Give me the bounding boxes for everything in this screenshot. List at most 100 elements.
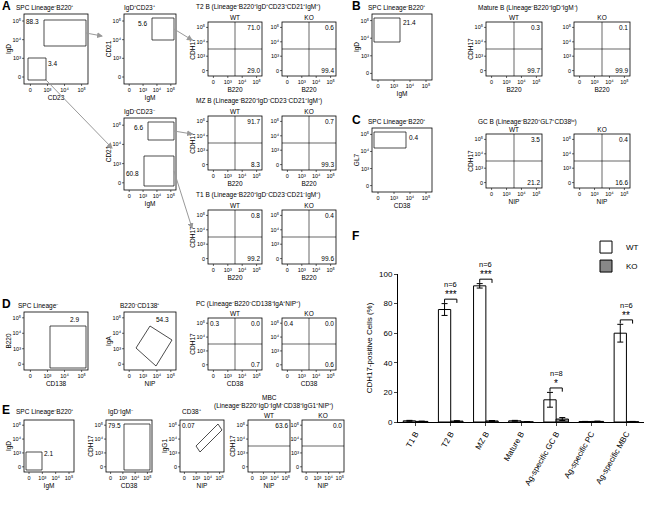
svg-text:10³: 10³ xyxy=(390,195,398,201)
svg-text:99.3: 99.3 xyxy=(321,161,334,168)
svg-text:***: *** xyxy=(480,269,492,280)
svg-text:0: 0 xyxy=(490,79,493,85)
svg-text:0: 0 xyxy=(109,475,112,481)
svg-text:10⁵: 10⁵ xyxy=(326,373,334,379)
svg-text:10⁴: 10⁴ xyxy=(312,373,321,379)
svg-text:0: 0 xyxy=(118,180,121,186)
svg-text:CD21: CD21 xyxy=(105,40,112,57)
svg-text:0.1: 0.1 xyxy=(619,24,628,31)
svg-text:CD21: CD21 xyxy=(105,145,112,162)
svg-text:B220⁻CD138⁺: B220⁻CD138⁺ xyxy=(120,302,159,309)
svg-text:NIP: NIP xyxy=(597,198,608,205)
svg-text:10⁴: 10⁴ xyxy=(197,39,206,45)
svg-text:10⁴: 10⁴ xyxy=(563,151,572,157)
svg-text:10³: 10³ xyxy=(298,267,306,273)
svg-text:10⁵: 10⁵ xyxy=(475,24,483,30)
svg-text:0: 0 xyxy=(276,162,279,168)
svg-text:10⁴: 10⁴ xyxy=(197,133,206,139)
svg-text:0: 0 xyxy=(183,475,186,481)
svg-text:IgG1: IgG1 xyxy=(161,439,169,453)
svg-text:0: 0 xyxy=(388,418,393,427)
svg-text:10⁴: 10⁴ xyxy=(95,436,104,442)
svg-text:0: 0 xyxy=(29,87,32,93)
svg-text:10³: 10³ xyxy=(119,475,127,481)
svg-text:10⁵: 10⁵ xyxy=(361,18,369,24)
svg-text:A: A xyxy=(2,0,11,13)
svg-text:21.2: 21.2 xyxy=(527,179,540,186)
svg-text:10⁴: 10⁴ xyxy=(312,173,321,179)
svg-text:10³: 10³ xyxy=(43,87,51,93)
svg-text:B: B xyxy=(352,0,361,13)
svg-text:10⁴: 10⁴ xyxy=(51,475,60,481)
svg-text:*: * xyxy=(554,378,558,389)
svg-text:63.6: 63.6 xyxy=(275,422,288,429)
svg-text:10³: 10³ xyxy=(13,450,21,456)
svg-text:10⁴: 10⁴ xyxy=(563,39,572,45)
svg-text:10⁴: 10⁴ xyxy=(113,330,122,336)
svg-text:KO: KO xyxy=(626,262,638,271)
svg-text:10³: 10³ xyxy=(224,173,232,179)
svg-text:79.5: 79.5 xyxy=(108,422,121,429)
svg-text:10⁵: 10⁵ xyxy=(422,83,430,89)
svg-text:10⁴: 10⁴ xyxy=(153,193,162,199)
svg-text:0: 0 xyxy=(128,193,131,199)
svg-text:T1 B: T1 B xyxy=(405,430,421,449)
svg-text:0: 0 xyxy=(212,373,215,379)
svg-text:IgD: IgD xyxy=(353,42,361,52)
svg-text:CD38: CD38 xyxy=(227,380,244,387)
svg-text:10⁴: 10⁴ xyxy=(271,39,280,45)
svg-text:0: 0 xyxy=(174,464,177,470)
svg-text:10³: 10³ xyxy=(563,165,571,171)
svg-text:0.0: 0.0 xyxy=(333,422,342,429)
svg-text:10⁵: 10⁵ xyxy=(252,373,260,379)
svg-text:0: 0 xyxy=(366,183,369,189)
svg-text:B220: B220 xyxy=(5,333,12,349)
svg-text:29.0: 29.0 xyxy=(247,67,260,74)
svg-text:Ag-specific GC B: Ag-specific GC B xyxy=(523,430,561,487)
svg-text:10³: 10³ xyxy=(503,191,511,197)
svg-text:60.8: 60.8 xyxy=(126,170,139,177)
svg-text:B220: B220 xyxy=(301,86,317,93)
svg-text:T2 B (Lineage⁻B220⁺IgD⁺CD23⁺CD: T2 B (Lineage⁻B220⁺IgD⁺CD23⁺CD21⁺IgM⁺) xyxy=(196,3,320,11)
svg-text:21.4: 21.4 xyxy=(403,19,416,26)
svg-text:10³: 10³ xyxy=(361,166,369,172)
svg-text:SPC Lineage⁻B220⁺: SPC Lineage⁻B220⁺ xyxy=(16,4,74,12)
svg-text:CD38⁺: CD38⁺ xyxy=(182,408,201,415)
svg-text:0: 0 xyxy=(212,79,215,85)
svg-text:10⁵: 10⁵ xyxy=(326,79,334,85)
svg-text:n=6: n=6 xyxy=(444,280,457,289)
svg-text:10³: 10³ xyxy=(271,241,279,247)
svg-text:KO: KO xyxy=(597,126,606,133)
svg-text:10⁵: 10⁵ xyxy=(197,212,205,218)
svg-text:10⁵: 10⁵ xyxy=(475,136,483,142)
svg-text:100: 100 xyxy=(379,270,393,279)
svg-text:0.3: 0.3 xyxy=(210,320,219,327)
svg-text:CDH17: CDH17 xyxy=(467,150,474,172)
svg-text:KO: KO xyxy=(304,202,313,209)
svg-text:10³: 10³ xyxy=(13,55,21,61)
svg-text:10⁵: 10⁵ xyxy=(13,422,21,428)
svg-text:99.6: 99.6 xyxy=(321,255,334,262)
svg-text:0: 0 xyxy=(202,68,205,74)
svg-text:10⁵: 10⁵ xyxy=(563,24,571,30)
svg-text:0: 0 xyxy=(568,68,571,74)
svg-text:IgM: IgM xyxy=(145,94,156,102)
svg-text:10⁵: 10⁵ xyxy=(113,122,121,128)
svg-text:10⁵: 10⁵ xyxy=(237,422,245,428)
svg-text:KO: KO xyxy=(597,14,606,21)
svg-text:0: 0 xyxy=(18,74,21,80)
svg-text:10⁴: 10⁴ xyxy=(270,475,279,481)
svg-text:NIP: NIP xyxy=(318,482,329,489)
svg-text:10³: 10³ xyxy=(291,450,299,456)
svg-text:10⁴: 10⁴ xyxy=(361,35,370,41)
svg-text:(Lineage⁻B220⁺IgD⁻IgM⁻CD38⁺IgG: (Lineage⁻B220⁺IgD⁻IgM⁻CD38⁺IgG1⁺NIP⁺) xyxy=(214,402,333,410)
svg-text:10⁵: 10⁵ xyxy=(271,320,279,326)
svg-text:10³: 10³ xyxy=(169,450,177,456)
svg-text:10⁵: 10⁵ xyxy=(252,267,260,273)
svg-text:***: *** xyxy=(445,289,457,300)
svg-text:0: 0 xyxy=(578,191,581,197)
svg-text:88.3: 88.3 xyxy=(26,18,39,25)
svg-text:10³: 10³ xyxy=(271,348,279,354)
svg-text:10⁴: 10⁴ xyxy=(324,475,333,481)
svg-text:0: 0 xyxy=(251,475,254,481)
